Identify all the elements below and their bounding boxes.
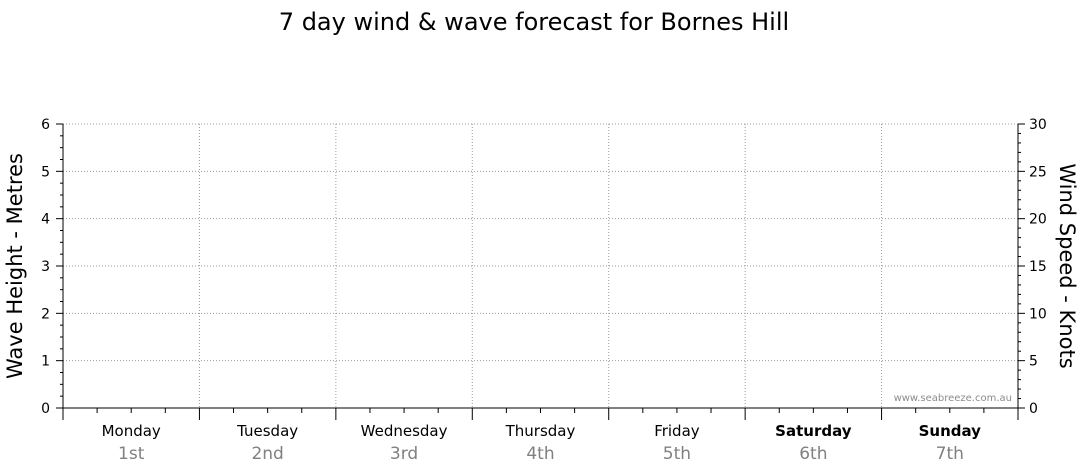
right-tick-label: 5 xyxy=(1029,354,1038,370)
right-axis-title: Wind Speed - Knots xyxy=(1055,163,1079,368)
left-tick-label: 6 xyxy=(41,117,50,133)
day-name-label: Saturday xyxy=(775,422,852,440)
day-date-label: 1st xyxy=(118,444,145,464)
left-tick-label: 0 xyxy=(41,401,50,417)
axes-layer xyxy=(56,123,1025,420)
day-name-label: Sunday xyxy=(919,422,982,440)
left-tick-label: 3 xyxy=(41,259,50,275)
right-tick-label: 25 xyxy=(1029,164,1047,180)
day-name-label: Wednesday xyxy=(361,422,448,440)
right-tick-label: 10 xyxy=(1029,306,1047,322)
day-date-label: 6th xyxy=(799,444,827,464)
day-name-label: Thursday xyxy=(505,422,576,440)
right-tick-label: 20 xyxy=(1029,212,1047,228)
day-date-label: 5th xyxy=(663,444,691,464)
left-tick-label: 1 xyxy=(41,354,50,370)
day-date-label: 4th xyxy=(526,444,554,464)
labels-layer: 0 1 2 3 4 5 6 0 5 10 15 20 25 30 Monday 1st Tuesday 2nd We… xyxy=(41,117,1047,464)
day-name-label: Monday xyxy=(102,422,161,440)
left-tick-label: 4 xyxy=(41,212,50,228)
day-date-label: 7th xyxy=(936,444,964,464)
grid-layer xyxy=(63,123,1018,408)
day-name-label: Friday xyxy=(654,422,700,440)
left-axis-title: Wave Height - Metres xyxy=(3,153,27,379)
chart-title: 7 day wind & wave forecast for Bornes Hi… xyxy=(279,8,789,36)
left-tick-label: 2 xyxy=(41,306,50,322)
watermark: www.seabreeze.com.au xyxy=(894,393,1012,404)
day-name-label: Tuesday xyxy=(236,422,298,440)
right-tick-label: 0 xyxy=(1029,401,1038,417)
left-tick-label: 5 xyxy=(41,164,50,180)
day-date-label: 2nd xyxy=(251,444,283,464)
right-tick-label: 30 xyxy=(1029,117,1047,133)
right-tick-label: 15 xyxy=(1029,259,1047,275)
day-date-label: 3rd xyxy=(390,444,418,464)
